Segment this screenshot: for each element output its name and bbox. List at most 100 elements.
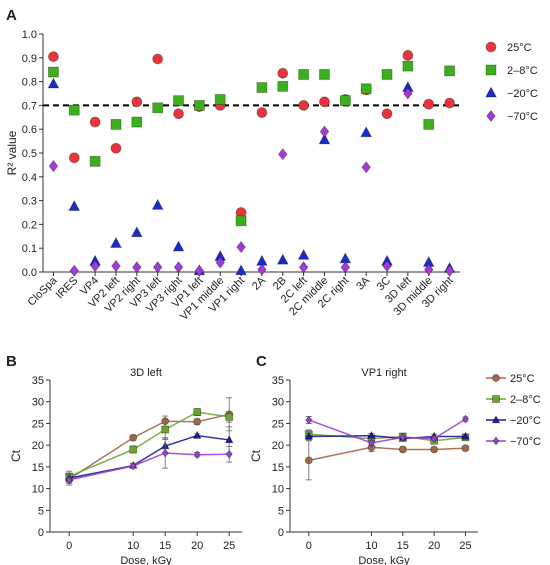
data-point [173,95,184,107]
data-point [161,448,169,458]
data-point [89,116,101,128]
data-point [276,253,289,265]
panel-c: 0 5 10 15 20 25 30 35 0 10 15 20 25 Dose, kGy Ct VP1 ri… [249,367,541,565]
data-point [47,77,60,89]
y-tick-label: 0.5 [22,148,37,160]
legend-marker [485,86,497,98]
data-point [319,69,330,80]
y-tick-label: 0.3 [22,196,37,208]
data-point [110,142,122,154]
x-tick-label: 2A [250,274,268,292]
data-point [298,69,310,80]
data-point [129,445,138,454]
y-tick-label: 0.2 [22,219,37,231]
x-tick-label: 15 [397,540,409,552]
legend-marker [491,415,501,424]
chart-title: 3D left [130,367,162,379]
series-line [68,413,230,480]
data-point [129,433,138,442]
data-point [131,116,143,128]
data-point [193,450,201,460]
y-axis-label: Ct [249,449,263,462]
data-point [111,259,121,273]
data-point [193,408,202,417]
x-tick-label: 0 [66,540,72,552]
data-point [444,65,455,77]
legend-marker [492,395,500,403]
y-tick-label: 0.7 [22,100,37,112]
legend-label: −70°C [507,111,538,123]
data-point [444,97,455,109]
series-line [69,434,230,479]
legend-label: 2–8°C [510,394,541,406]
data-point [152,53,164,65]
data-point [277,80,289,92]
data-point [319,125,330,138]
data-point [173,108,184,120]
data-point [193,417,202,426]
y-tick-label: 0 [278,527,284,539]
data-point [214,94,226,105]
data-point [48,66,59,78]
data-point [461,431,470,440]
data-point [461,444,470,453]
data-point [256,82,268,93]
data-point [69,264,80,277]
data-point [131,96,143,108]
data-point [48,159,59,173]
y-tick-label: 0 [38,527,44,539]
data-point [277,67,289,79]
x-tick-label: 0 [306,540,312,552]
y-axis-label: R² value [5,130,19,175]
data-point [430,445,439,454]
data-point [403,87,413,100]
data-point [361,161,371,174]
data-point [360,126,373,138]
x-tick-label: 10 [127,540,139,552]
data-point [360,83,372,95]
data-point [68,152,80,164]
data-point [48,51,59,63]
data-point [444,264,455,277]
data-point [256,107,268,118]
data-point [235,264,247,276]
data-point [194,264,205,277]
y-tick-label: 0.4 [22,172,37,184]
x-axis-label: Dose, kGy [358,555,410,565]
y-tick-label: 0.0 [22,267,37,279]
legend-label: 25°C [510,373,535,385]
data-point [225,413,234,421]
x-tick-label: 20 [428,540,440,552]
legend-marker [492,436,500,446]
data-point [367,438,375,448]
chart-title: VP1 right [361,367,406,379]
data-point [89,155,101,167]
data-point [319,96,330,108]
legend-label: −20°C [507,88,538,100]
y-tick-label: 15 [272,462,284,474]
data-point [161,425,170,434]
data-point [68,199,81,211]
data-point [297,248,310,260]
data-point [110,119,122,130]
data-point [257,263,267,276]
data-point [132,261,142,274]
data-point [193,100,205,111]
data-point [339,95,351,107]
series-line [308,446,466,462]
data-point [173,261,184,274]
legend-marker [492,374,500,382]
y-tick-label: 10 [272,484,284,496]
y-tick-label: 0.1 [22,243,37,255]
data-point [402,50,414,61]
data-point [68,104,80,116]
data-point [152,261,163,274]
y-tick-label: 5 [38,505,44,517]
data-point [298,261,309,274]
y-axis-label: Ct [9,449,23,462]
x-tick-label: 10 [365,540,377,552]
y-tick-label: 30 [272,397,284,409]
data-point [225,449,233,459]
data-point [224,435,234,444]
